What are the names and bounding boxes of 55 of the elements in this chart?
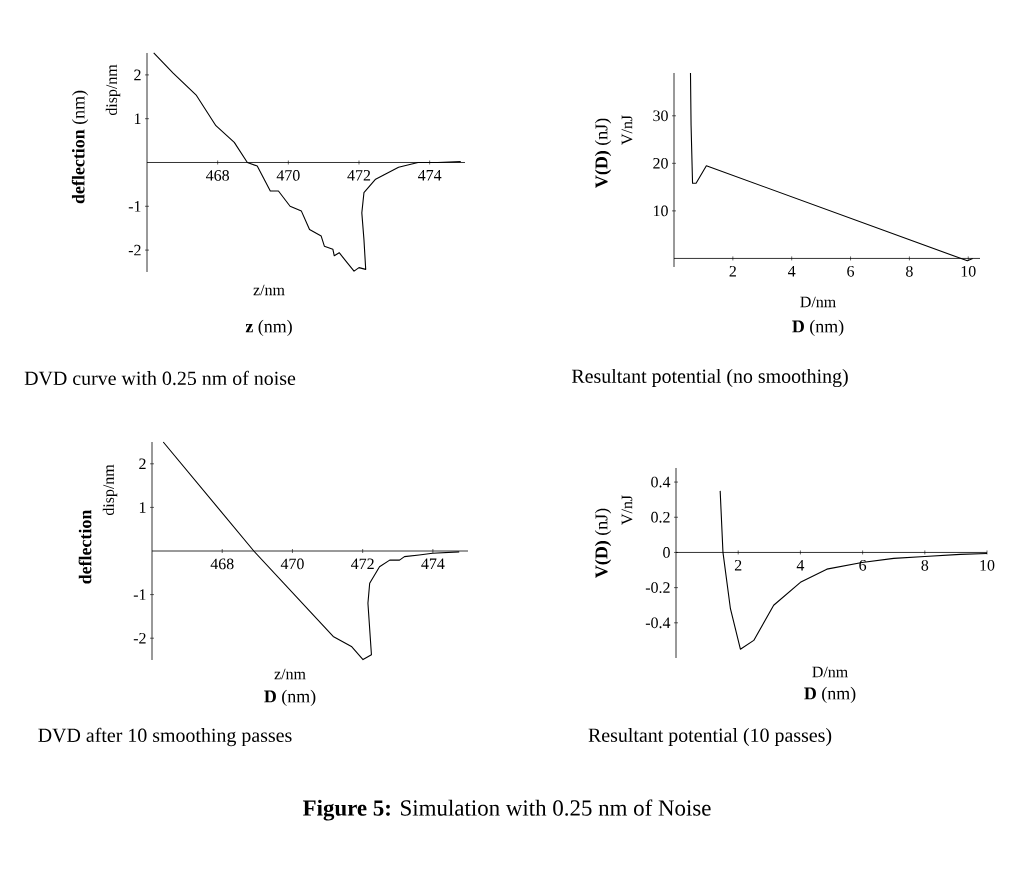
text: Resultant potential (10 passes) (588, 727, 832, 747)
x-tick-label: 2 (729, 265, 736, 277)
x-tick-label: 6 (859, 559, 867, 571)
x-tick-label: 8 (921, 559, 929, 571)
y-axis-title: disp/nm (102, 464, 118, 516)
y-tick-label: -2 (128, 244, 141, 256)
x-tick-label: 10 (961, 265, 976, 277)
y-tick-label: -1 (128, 201, 141, 212)
y-tick-label: 1 (134, 113, 141, 124)
y-axis-title: V/nJ (621, 495, 633, 525)
x-tick-label: 6 (847, 265, 855, 277)
x-tick-label: 8 (906, 265, 913, 277)
x-tick-label: 474 (421, 558, 445, 570)
y-tick-label: 1 (139, 502, 146, 513)
text: V(D) (nJ) (594, 118, 612, 188)
y-tick-label: 20 (653, 157, 668, 169)
x-axis-title: z/nm (253, 284, 285, 296)
text: D (nm) (264, 689, 316, 707)
text: deflection (nm) (71, 90, 89, 204)
text: z (nm) (245, 319, 292, 337)
y-tick-label: -0.2 (645, 582, 670, 594)
y-tick-label: 10 (653, 205, 668, 217)
y-tick-label: 0.4 (651, 476, 671, 488)
text: D (nm) (804, 686, 856, 704)
y-tick-label: -2 (133, 632, 146, 644)
text: V(D) (nJ) (594, 508, 612, 578)
x-tick-label: 4 (796, 559, 805, 571)
y-tick-label: -0.4 (645, 617, 671, 629)
text: D (nm) (792, 319, 844, 337)
x-tick-label: 470 (280, 558, 304, 570)
y-axis-title: disp/nm (105, 64, 121, 116)
y-axis-title: V/nJ (621, 115, 633, 145)
y-tick-label: 2 (134, 69, 141, 81)
y-tick-label: 30 (653, 110, 668, 122)
x-tick-label: 472 (347, 170, 371, 181)
x-axis-title: z/nm (274, 668, 306, 680)
y-tick-label: 0.2 (651, 511, 670, 523)
x-tick-label: 468 (210, 558, 234, 570)
x-axis-title: D/nm (812, 666, 848, 678)
x-tick-label: 474 (418, 170, 442, 181)
text: Figure 5: Simulation with 0.25 nm of Noise (302, 799, 711, 821)
x-tick-label: 470 (276, 170, 300, 181)
x-axis-title: D/nm (800, 296, 836, 308)
y-tick-label: 0 (663, 547, 670, 558)
text: Resultant potential (no smoothing) (571, 368, 848, 388)
x-tick-label: 10 (980, 559, 995, 571)
x-tick-label: 472 (351, 558, 374, 570)
x-tick-label: 468 (206, 170, 230, 181)
y-tick-label: -1 (133, 589, 146, 600)
y-tick-label: 2 (139, 458, 146, 470)
text: deflection (78, 509, 92, 584)
x-tick-label: 2 (734, 559, 742, 571)
x-tick-label: 4 (788, 265, 796, 277)
text: DVD curve with 0.25 nm of noise (24, 370, 296, 386)
text: DVD after 10 smoothing passes (38, 727, 292, 747)
